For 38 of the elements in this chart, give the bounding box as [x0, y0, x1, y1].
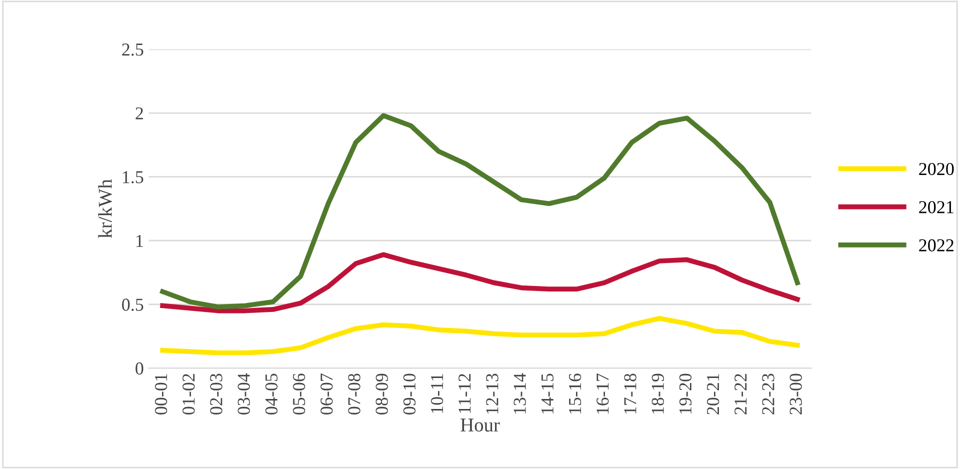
y-tick-label: 2: [136, 107, 143, 120]
x-tick-label: 02-03: [210, 374, 222, 414]
x-tick-label: 18-19: [652, 374, 664, 414]
y-tick-label: 1.5: [122, 171, 144, 184]
x-tick-label: 22-23: [762, 374, 774, 414]
y-tick-label: 2.5: [122, 44, 144, 56]
x-tick-label: 04-05: [265, 374, 278, 414]
legend-label: 2022: [919, 239, 954, 252]
x-tick-label: 16-17: [596, 374, 609, 414]
x-tick-label: 13-14: [514, 373, 526, 414]
x-tick-label: 17-18: [624, 374, 636, 414]
y-tick-label: 0: [136, 362, 144, 375]
legend-label: 2020: [919, 162, 954, 176]
x-tick-label: 03-04: [238, 373, 250, 414]
x-tick-label: 14-15: [541, 374, 554, 414]
x-tick-label: 21-22: [734, 374, 747, 414]
x-axis-title: Hour: [460, 418, 500, 432]
x-tick-label: 00-01: [154, 374, 168, 414]
y-tick-label: 0.5: [122, 298, 144, 311]
line-series: [160, 316, 800, 356]
x-tick-label: 06-07: [320, 374, 333, 414]
y-axis-title: kr/kWh: [98, 179, 112, 238]
line-series: [160, 252, 800, 314]
x-tick-label: 07-08: [348, 374, 360, 414]
legend-label: 2021: [919, 201, 954, 214]
x-tick-label: 10-11: [430, 374, 444, 413]
x-tick-label: 08-09: [376, 374, 388, 414]
x-tick-label: 09-10: [403, 374, 416, 414]
x-tick-label: 15-16: [568, 374, 582, 414]
x-tick-label: 20-21: [706, 374, 720, 414]
x-tick-label: 05-06: [292, 374, 306, 414]
y-tick-label: 1: [136, 234, 143, 247]
x-tick-label: 19-20: [679, 374, 692, 414]
x-tick-label: 11-12: [458, 374, 471, 413]
x-tick-label: 23-00: [790, 374, 802, 414]
line-series: [160, 113, 800, 310]
x-tick-label: 12-13: [486, 374, 498, 414]
x-tick-label: 01-02: [182, 374, 195, 414]
